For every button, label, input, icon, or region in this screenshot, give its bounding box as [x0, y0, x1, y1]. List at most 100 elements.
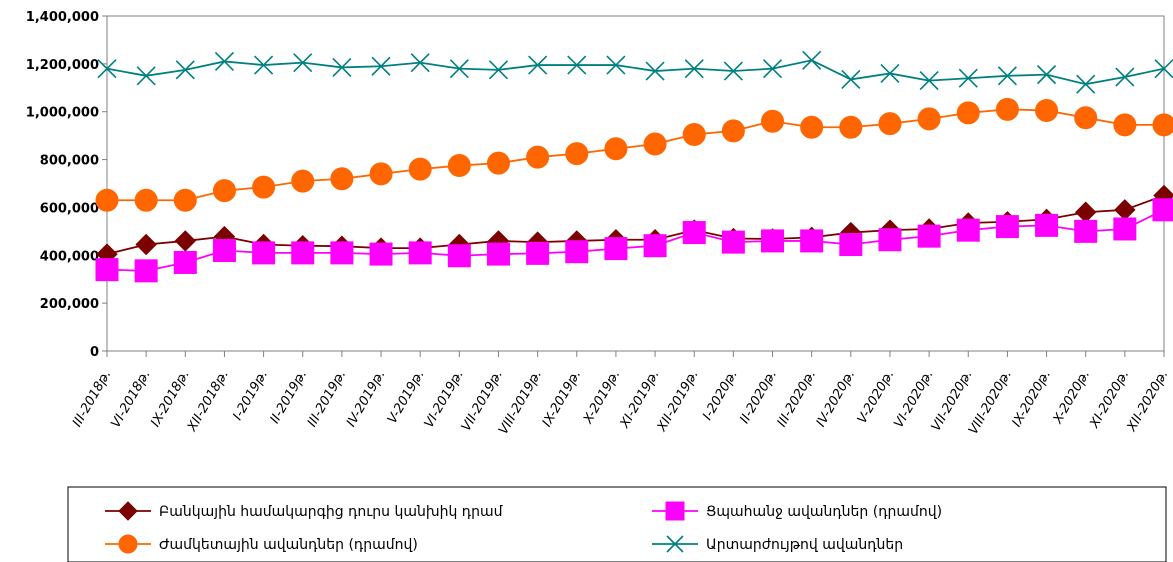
legend-entry: Բանկային համակարգից դուրս կանխիկ դրամ	[105, 501, 504, 521]
data-point	[369, 242, 393, 266]
data-point	[330, 241, 354, 265]
legend-entry: Ժամկետային ավանդներ (դրամով)	[105, 534, 418, 554]
data-point	[1113, 217, 1137, 241]
data-point	[721, 119, 745, 143]
series-line	[107, 108, 1164, 202]
data-point	[447, 154, 471, 178]
data-point	[606, 55, 626, 75]
data-point	[958, 68, 978, 88]
data-point	[526, 145, 550, 169]
data-point	[917, 224, 941, 248]
data-point	[643, 132, 667, 156]
data-point	[97, 59, 117, 79]
series-3	[97, 50, 1173, 94]
data-point	[917, 107, 941, 131]
y-tick-label: 1,400,000	[26, 10, 99, 25]
y-tick-label: 800,000	[40, 154, 99, 169]
data-point	[1076, 74, 1096, 94]
data-point	[684, 59, 704, 79]
series-line	[106, 194, 1165, 255]
data-point	[919, 71, 939, 91]
data-point	[682, 221, 706, 245]
data-point	[330, 167, 354, 191]
data-point	[173, 188, 197, 212]
data-point	[1115, 67, 1135, 87]
data-point	[645, 61, 665, 81]
series-2	[95, 97, 1173, 212]
data-point	[643, 234, 667, 258]
legend-entry: Արտարժույթով ավանդներ	[652, 535, 903, 553]
data-point	[761, 229, 785, 253]
data-point	[95, 188, 119, 212]
data-point	[839, 233, 863, 257]
data-point	[252, 241, 276, 265]
data-point	[995, 97, 1019, 121]
data-point	[880, 63, 900, 83]
data-point	[291, 241, 315, 265]
data-point	[528, 55, 548, 75]
data-point	[1152, 198, 1173, 222]
data-point	[369, 162, 393, 186]
data-point	[212, 239, 236, 262]
y-tick-label: 400,000	[40, 249, 99, 264]
data-point	[956, 101, 980, 125]
data-point	[488, 60, 509, 80]
data-point	[878, 112, 902, 136]
data-point	[565, 240, 589, 264]
data-point	[134, 188, 158, 212]
legend-label: Արտարժույթով ավանդներ	[706, 537, 903, 553]
legend-marker	[665, 501, 685, 521]
legend-marker	[118, 501, 138, 521]
data-point	[214, 51, 235, 72]
data-point	[841, 69, 861, 89]
data-point	[332, 57, 352, 78]
data-point	[567, 55, 587, 75]
data-point	[802, 50, 822, 70]
data-point	[1036, 65, 1057, 85]
legend-marker	[666, 535, 684, 553]
data-point	[173, 250, 197, 274]
data-point	[565, 142, 589, 166]
data-point	[293, 53, 313, 73]
data-point	[723, 61, 743, 81]
data-point	[408, 241, 432, 265]
legend-marker	[118, 534, 138, 554]
data-point	[800, 229, 824, 253]
data-point	[1035, 99, 1059, 123]
data-point	[447, 244, 471, 268]
y-tick-label: 1,200,000	[26, 58, 99, 73]
data-point	[408, 157, 432, 181]
data-point	[252, 175, 276, 199]
data-point	[1074, 219, 1098, 243]
y-tick-label: 1,000,000	[26, 106, 99, 121]
data-point	[1035, 213, 1059, 237]
series-line	[106, 59, 1165, 86]
data-point	[604, 237, 628, 261]
data-point	[95, 258, 119, 282]
data-point	[174, 230, 197, 252]
data-point	[449, 59, 469, 79]
legend-box	[67, 486, 1167, 562]
data-point	[604, 137, 628, 161]
y-tick-label: 600,000	[40, 201, 99, 216]
y-tick-label: 200,000	[40, 297, 99, 312]
legend-entry: Ցպահանջ ավանդներ (դրամով)	[652, 501, 942, 521]
y-axis: 0 200,000 400,000 600,000 800,000 1,000,000 1,…	[26, 10, 107, 360]
data-point	[410, 53, 430, 73]
data-point	[956, 218, 980, 242]
data-point	[997, 66, 1017, 86]
data-point	[212, 179, 236, 203]
data-point	[1113, 113, 1137, 137]
data-point	[486, 242, 510, 266]
legend-label: Բանկային համակարգից դուրս կանխիկ դրամ	[159, 504, 504, 520]
data-point	[1152, 113, 1173, 137]
data-point	[136, 66, 156, 86]
data-point	[1154, 59, 1173, 79]
data-point	[761, 109, 785, 133]
data-point	[721, 230, 745, 254]
data-point	[134, 259, 158, 283]
series-layer	[95, 50, 1173, 283]
legend: Բանկային համակարգից դուրս կանխիկ դրամ Ցպա…	[67, 486, 1167, 562]
data-point	[800, 115, 824, 139]
